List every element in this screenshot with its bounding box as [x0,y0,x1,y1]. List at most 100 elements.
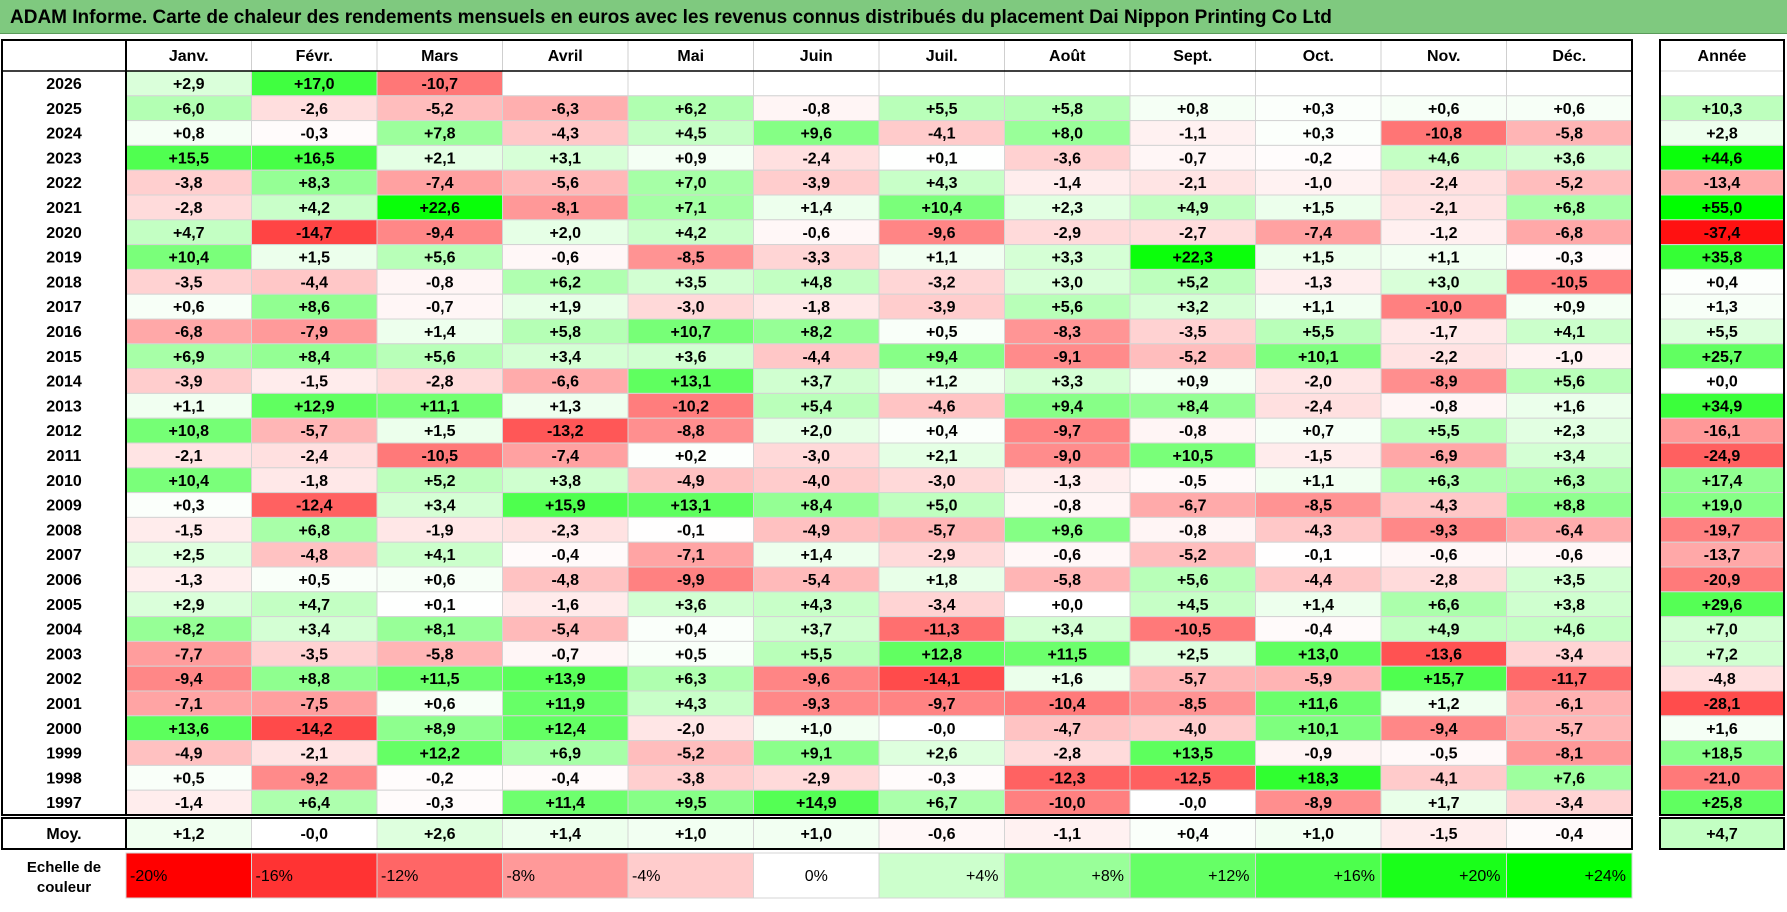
heatmap-cell [376,219,503,246]
cell-value: +1,5 [1302,200,1334,217]
cell-value: -1,8 [802,299,830,316]
heatmap-cell [502,70,629,97]
cell-value: +4,5 [675,126,707,143]
cell-value: -0,0 [1179,795,1207,812]
average-value: +1,0 [800,826,832,843]
cell-value: -0,6 [802,225,830,242]
cell-value: +8,8 [1553,498,1585,515]
cell-value: +10,8 [169,423,210,440]
cell-value: -9,3 [802,696,830,713]
scale-stop-label: +24% [1585,868,1626,885]
heatmap-cell [376,740,503,766]
heatmap-cell [1506,442,1633,469]
cell-value: -7,4 [1304,225,1332,242]
heatmap-cell [1255,95,1382,122]
scale-swatch [1255,852,1382,899]
heatmap-cell [627,293,754,320]
heatmap-cell [376,343,503,370]
heatmap-cell [502,591,629,618]
heatmap-cell [1380,665,1507,692]
cell-value: -3,8 [677,770,705,787]
cell-value: +1,1 [1428,250,1460,267]
cell-value: -0,8 [1179,423,1207,440]
heatmap-cell [1129,244,1256,270]
annual-value: +2,8 [1706,126,1738,143]
cell-value: +8,2 [800,324,832,341]
cell-value: +3,3 [1051,374,1083,391]
heatmap-cell [753,516,880,543]
heatmap-cell [1255,467,1382,494]
cell-value: +2,1 [926,448,958,465]
cell-value: -6,7 [1179,498,1207,515]
annual-value: +25,7 [1702,349,1743,366]
cell-value: -0,7 [551,646,579,663]
heatmap-cell [753,293,880,320]
cell-value: -0,4 [551,770,579,787]
cell-value: +12,4 [545,721,586,738]
cell-value: +1,2 [926,374,958,391]
cell-value: -4,9 [175,746,203,763]
cell-value: +15,9 [545,498,586,515]
cell-value: -9,4 [426,225,454,242]
heatmap-cell [627,492,754,518]
cell-value: -0,0 [928,721,956,738]
cell-value: -2,0 [677,721,705,738]
heatmap-cell [125,417,252,444]
heatmap-cell [878,715,1005,742]
cell-value: -5,2 [1555,175,1583,192]
heatmap-cell [1004,467,1131,494]
cell-value: -1,1 [1179,126,1207,143]
year-label: 2005 [46,597,82,614]
heatmap-cell [878,740,1005,766]
heatmap-cell [376,95,503,122]
heatmap-cell [1380,293,1507,320]
cell-value: -2,9 [802,770,830,787]
cell-value: -2,3 [551,522,579,539]
cell-value: +10,7 [671,324,712,341]
cell-value: +8,8 [298,671,330,688]
cell-value: +4,2 [675,225,707,242]
cell-value: +1,6 [1553,398,1585,415]
cell-value: -4,8 [551,572,579,589]
cell-value: -2,1 [300,746,328,763]
heatmap-cell [251,392,378,419]
annual-cell [1659,541,1785,568]
heatmap-cell [1506,169,1633,196]
annual-value: -19,7 [1704,522,1741,539]
heatmap-cell [1506,516,1633,543]
cell-value: +10,1 [1298,349,1339,366]
month-header-cell [878,39,1005,72]
average-value: +1,0 [1302,826,1334,843]
month-header-label: Déc. [1552,48,1586,65]
cell-value: -10,2 [673,398,710,415]
heatmap-cell [1004,616,1131,642]
heatmap-cell [502,492,629,518]
cell-value: -9,6 [802,671,830,688]
cell-value: +4,6 [1428,150,1460,167]
year-label: 2015 [46,349,82,366]
cell-value: -5,2 [677,746,705,763]
heatmap-cell [1255,318,1382,345]
cell-value: -0,3 [1555,250,1583,267]
cell-value: +3,7 [800,374,832,391]
cell-value: -2,0 [1304,374,1332,391]
heatmap-cell [1506,764,1633,791]
heatmap-cell [1255,120,1382,146]
month-header-label: Mars [421,48,458,65]
cell-value: +6,8 [298,522,330,539]
cell-value: +9,1 [800,746,832,763]
cell-value: -5,4 [551,622,579,639]
month-header-label: Sept. [1173,48,1212,65]
cell-value: -0,9 [1304,746,1332,763]
heatmap-cell [502,541,629,568]
heatmap-cell [753,95,880,122]
heatmap-cell [1255,442,1382,469]
year-label: 2016 [46,324,82,341]
heatmap-cell [1129,417,1256,444]
heatmap-cell [1004,789,1131,816]
scale-swatch [251,852,378,899]
cell-value: +8,4 [800,498,832,515]
scale-swatch [502,852,629,899]
annual-value: +19,0 [1702,498,1743,515]
heatmap-cell [376,715,503,742]
